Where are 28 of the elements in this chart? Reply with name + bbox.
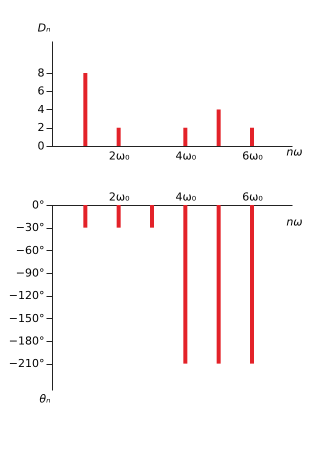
x-axis-title: nω [286,216,302,228]
y-tick-label: −210° [8,357,44,370]
x-tick-label: 4ω₀ [176,150,197,162]
y-tick-label: 4 [38,102,44,116]
y-tick-label: −60° [16,244,44,257]
bar [116,128,121,146]
y-axis-title: Dₙ [38,22,50,34]
x-tick-label: 2ω₀ [108,150,130,162]
y-tick-label: 0° [32,198,44,212]
bar [250,128,254,146]
y-tick-label: −30° [16,221,44,234]
y-tick-label: −90° [16,266,44,280]
x-tick-label: 6ω₀ [242,150,264,162]
y-tick-label: 0 [38,140,44,152]
bar [183,128,188,146]
y-tick-label: −120° [8,289,44,302]
y-tick-label: 2 [38,121,44,134]
bar [216,109,221,146]
y-tick-label: 6 [38,84,44,98]
x-tick-label: 6ω₀ [242,190,264,204]
bar [83,72,88,146]
x-axis-title: nω [286,146,302,158]
y-axis-title: θₙ [39,392,50,406]
y-tick-label: −150° [8,312,44,325]
y-tick-label: 8 [38,66,44,80]
y-tick-label: −180° [8,334,44,348]
x-tick-label: 2ω₀ [108,190,130,204]
x-tick-label: 4ω₀ [176,190,197,204]
